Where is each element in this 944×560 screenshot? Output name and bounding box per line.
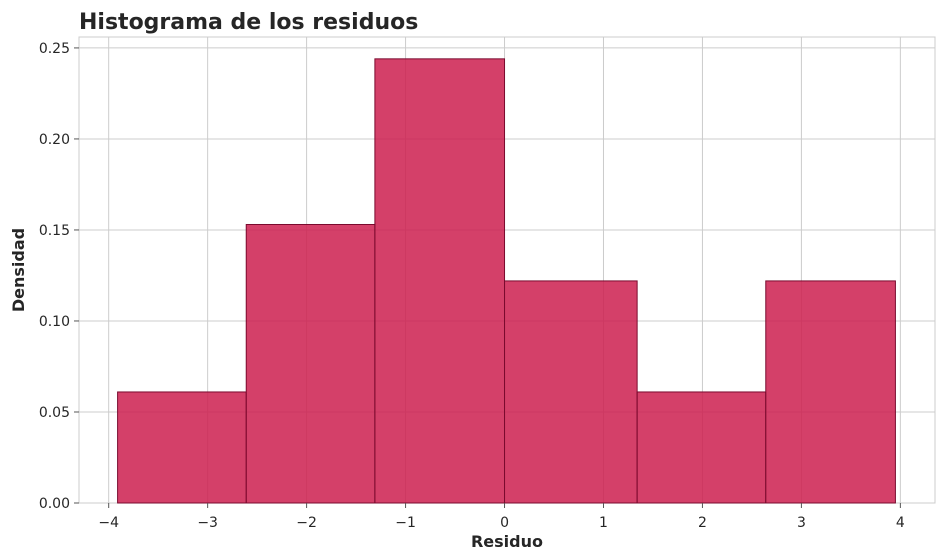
x-axis-ticks: −4 −3 −2 −1 0 1 2 3 4 (98, 503, 905, 531)
y-tick-label: 0.10 (39, 314, 70, 330)
histogram-bar (765, 280, 896, 504)
x-tick-label: −1 (395, 515, 416, 531)
x-tick-label: 0 (500, 515, 509, 531)
x-tick-label: 4 (896, 515, 905, 531)
y-tick-label: 0.15 (39, 223, 70, 239)
x-tick-label: −4 (98, 515, 119, 531)
y-axis-ticks: 0.00 0.05 0.10 0.15 0.20 0.25 (39, 41, 79, 512)
chart-title: Histograma de los residuos (79, 10, 418, 35)
histogram-bar (117, 391, 247, 504)
histogram-bar (374, 58, 506, 504)
histogram-bar (636, 391, 767, 504)
x-tick-label: −3 (197, 515, 218, 531)
y-tick-label: 0.00 (39, 496, 70, 512)
histogram-bar (504, 280, 638, 504)
y-tick-label: 0.05 (39, 405, 70, 421)
histogram-bar (245, 223, 376, 504)
y-tick-label: 0.25 (39, 41, 70, 57)
x-tick-label: 1 (599, 515, 608, 531)
x-tick-label: 3 (797, 515, 806, 531)
x-tick-label: −2 (296, 515, 317, 531)
x-axis-label: Residuo (471, 532, 543, 551)
y-tick-label: 0.20 (39, 132, 70, 148)
y-axis-label: Densidad (9, 228, 28, 312)
x-tick-label: 2 (698, 515, 707, 531)
bars (117, 58, 896, 504)
